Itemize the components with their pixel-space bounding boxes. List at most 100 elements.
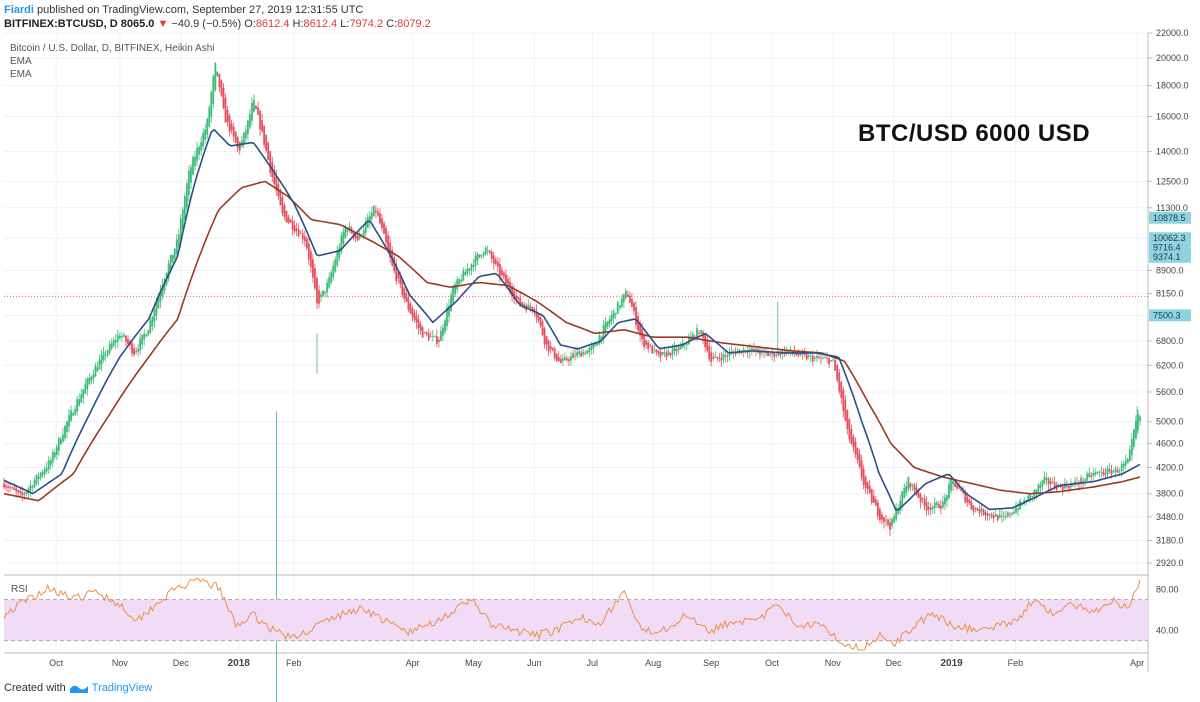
- candle-body: [299, 232, 302, 234]
- candle-body: [196, 148, 198, 162]
- candle-body: [395, 264, 398, 281]
- ema-fast-label[interactable]: EMA: [10, 56, 32, 67]
- candle-body: [978, 509, 981, 514]
- candle-body: [309, 251, 312, 268]
- candle-body: [55, 446, 58, 455]
- candle-body: [110, 343, 113, 349]
- candle-body: [671, 348, 674, 355]
- candle-body: [822, 357, 824, 359]
- candle-body: [314, 268, 316, 289]
- candle-body: [405, 292, 408, 302]
- candle-body: [413, 312, 416, 320]
- candle-body: [647, 342, 650, 350]
- candle-body: [53, 452, 56, 458]
- close-value: 8079.2: [397, 18, 431, 30]
- candle-body: [415, 316, 418, 323]
- candle-body: [860, 460, 863, 478]
- candle-body: [994, 514, 997, 517]
- candle-body: [1070, 483, 1072, 488]
- candle-body: [145, 334, 148, 337]
- candle-body: [303, 236, 306, 242]
- candle-body: [263, 125, 266, 145]
- candle-body: [1102, 471, 1105, 475]
- candle-body: [190, 167, 192, 183]
- candle-body: [440, 330, 442, 341]
- candle-body: [133, 348, 135, 355]
- candle-body: [287, 216, 290, 223]
- candle-body: [759, 351, 761, 355]
- candle-body: [342, 231, 345, 244]
- candle-body: [557, 357, 560, 362]
- candle-body: [586, 350, 589, 354]
- candle-body: [667, 351, 670, 355]
- candle-body: [1114, 468, 1117, 472]
- candle-body: [127, 338, 129, 344]
- candle-body: [539, 317, 542, 326]
- candle-body: [742, 348, 745, 352]
- candle-body: [868, 485, 871, 493]
- candle-body: [324, 291, 326, 294]
- candle-body: [588, 347, 591, 353]
- candle-body: [513, 291, 515, 300]
- price-tag-label: 10878.5: [1153, 213, 1186, 223]
- candle-body: [169, 255, 172, 271]
- candle-body: [643, 334, 646, 347]
- candle-body: [722, 353, 725, 360]
- candle-body: [153, 309, 156, 322]
- candle-body: [226, 109, 229, 122]
- candle-body: [70, 410, 72, 421]
- candle-body: [1035, 489, 1038, 494]
- candle-body: [1135, 420, 1137, 439]
- candle-body: [100, 355, 103, 365]
- candle-body: [450, 294, 452, 311]
- candle-body: [35, 474, 38, 484]
- time-tick-label: Dec: [173, 658, 190, 668]
- rsi-label[interactable]: RSI: [11, 584, 28, 595]
- candle-body: [17, 490, 20, 493]
- candle-body: [389, 242, 392, 258]
- candle-body: [192, 157, 194, 175]
- candle-body: [135, 351, 137, 353]
- candle-body: [694, 336, 696, 338]
- price-tick-label: 2920.0: [1156, 558, 1184, 568]
- series-title[interactable]: Bitcoin / U.S. Dollar, D, BITFINEX, Heik…: [10, 43, 215, 54]
- candle-body: [224, 97, 227, 123]
- candle-body: [151, 317, 154, 327]
- candle-body: [655, 349, 658, 352]
- rsi-tick-label: 80.00: [1156, 584, 1179, 594]
- candle-body: [850, 429, 853, 445]
- candle-body: [244, 130, 247, 139]
- candle-body: [484, 247, 487, 254]
- price-tick-label: 11300.0: [1156, 203, 1188, 213]
- candle-body: [767, 352, 770, 356]
- time-tick-label: Apr: [1130, 658, 1144, 668]
- candle-body: [318, 290, 320, 304]
- candle-body: [248, 114, 251, 128]
- candle-body: [316, 278, 318, 304]
- author-name[interactable]: Fiardi: [4, 4, 34, 16]
- candle-body: [242, 132, 245, 144]
- price-tick-label: 14000.0: [1156, 147, 1189, 157]
- candle-body: [57, 437, 60, 451]
- candle-body: [267, 142, 270, 161]
- candle-body: [177, 234, 180, 247]
- candle-body: [626, 294, 629, 297]
- candle-body: [437, 339, 440, 343]
- candle-body: [832, 359, 835, 361]
- candle-body: [503, 272, 505, 277]
- candle-body: [143, 333, 146, 340]
- candle-body: [594, 344, 597, 347]
- ema-slow-label[interactable]: EMA: [10, 69, 32, 80]
- tradingview-link[interactable]: TradingView: [91, 682, 153, 694]
- candle-body: [155, 301, 158, 316]
- candle-body: [795, 352, 798, 356]
- candle-body: [974, 508, 977, 510]
- candle-body: [897, 508, 900, 514]
- time-tick-label: 2018: [228, 658, 251, 669]
- candle-body: [866, 482, 869, 489]
- candle-body: [305, 238, 308, 249]
- candle-body: [11, 487, 14, 489]
- candle-body: [700, 330, 702, 334]
- candle-body: [679, 345, 682, 349]
